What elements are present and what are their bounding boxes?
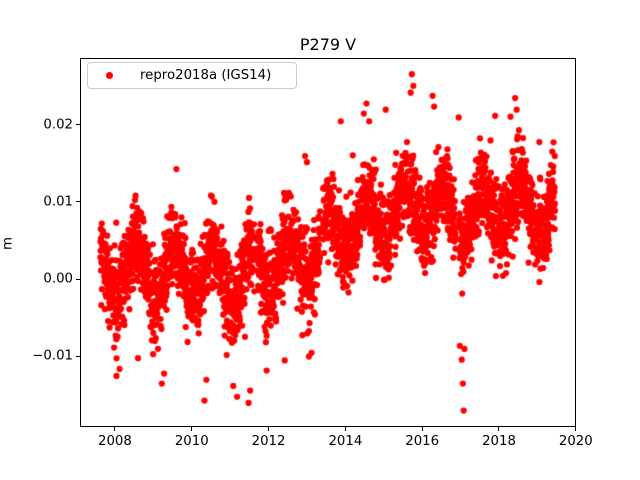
x-tick (114, 427, 116, 432)
x-tick (498, 427, 500, 432)
plot-area: repro2018a (IGS14) (80, 57, 576, 428)
y-axis-label: m (0, 237, 16, 250)
y-tick (76, 201, 80, 203)
x-tick-label: 2014 (328, 433, 363, 449)
y-tick (76, 278, 80, 280)
legend-marker-icon (106, 71, 113, 79)
x-tick-label: 2020 (558, 433, 593, 449)
x-tick-label: 2010 (174, 433, 209, 449)
x-tick-label: 2016 (405, 433, 440, 449)
x-tick (421, 427, 423, 432)
x-tick-label: 2012 (251, 433, 286, 449)
x-tick (191, 427, 193, 432)
legend-label: repro2018a (IGS14) (140, 67, 272, 83)
x-tick (268, 427, 270, 432)
y-tick (76, 355, 80, 357)
y-tick-label: 0.01 (43, 194, 73, 210)
x-tick-label: 2018 (482, 433, 516, 449)
x-tick (344, 427, 346, 432)
x-tick-label: 2008 (98, 433, 132, 449)
chart-title: P279 V (299, 35, 357, 54)
y-tick-label: −0.01 (32, 348, 73, 364)
y-tick-label: 0.02 (43, 117, 73, 133)
y-tick (76, 124, 80, 126)
x-tick (575, 427, 577, 432)
y-tick-label: 0.00 (43, 271, 73, 287)
legend: repro2018a (IGS14) (87, 61, 297, 89)
scatter-points-canvas (81, 58, 575, 427)
